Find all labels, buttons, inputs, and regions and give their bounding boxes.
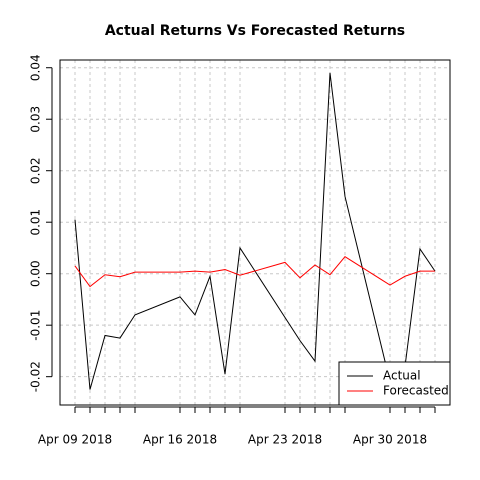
x-tick-label: Apr 09 2018 — [38, 433, 112, 447]
x-tick-label: Apr 16 2018 — [143, 433, 217, 447]
x-tick-label: Apr 23 2018 — [248, 433, 322, 447]
y-tick-label: 0.00 — [29, 260, 43, 287]
y-tick-label: -0.01 — [29, 310, 43, 341]
y-tick-label: -0.02 — [29, 361, 43, 392]
x-tick-label: Apr 30 2018 — [353, 433, 427, 447]
series-line — [74, 72, 436, 390]
series-line — [74, 256, 435, 288]
y-tick-label: 0.02 — [29, 157, 43, 184]
y-tick-label: 0.04 — [29, 54, 43, 81]
chart-title: Actual Returns Vs Forecasted Returns — [105, 23, 405, 39]
legend-label: Actual — [383, 369, 421, 383]
y-tick-label: 0.03 — [29, 106, 43, 133]
y-tick-label: 0.01 — [29, 209, 43, 236]
legend-box — [338, 361, 451, 406]
legend-label: Forecasted — [383, 384, 449, 398]
plot-frame — [59, 59, 451, 406]
